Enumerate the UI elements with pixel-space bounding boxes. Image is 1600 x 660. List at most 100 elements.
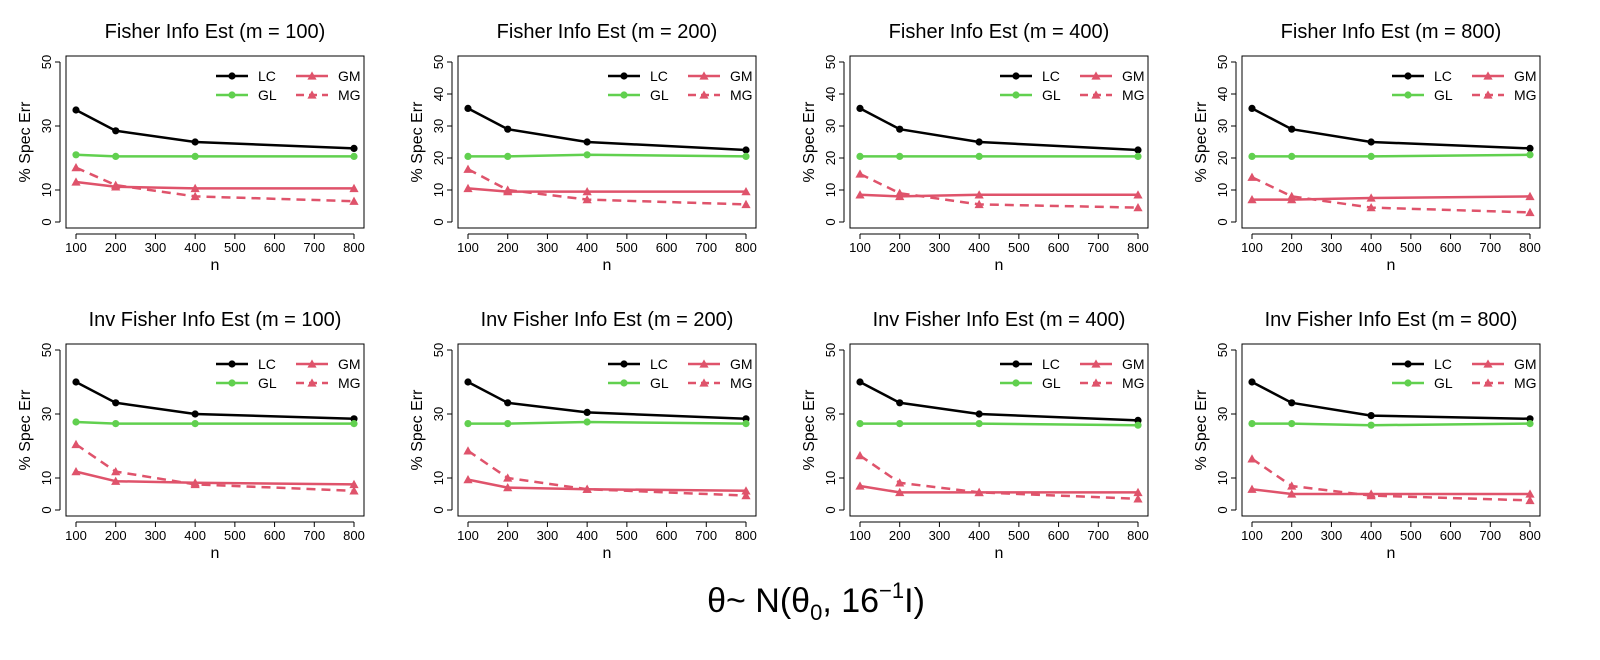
x-tick-label: 600: [264, 240, 286, 255]
data-point-lc: [856, 104, 864, 112]
data-point-lc: [896, 125, 904, 133]
series-line-lc: [859, 107, 1139, 152]
x-axis-label: n: [211, 545, 220, 562]
x-tick-label: 800: [735, 528, 757, 543]
data-point-lc: [1248, 378, 1256, 386]
x-tick-label: 500: [224, 528, 246, 543]
x-tick-label: 500: [224, 240, 246, 255]
legend-marker-gm: [1091, 359, 1101, 368]
y-tick-label: 10: [823, 471, 838, 485]
data-point-gl: [975, 152, 983, 160]
x-tick-label: 300: [145, 240, 167, 255]
chart-title: Fisher Info Est (m = 400): [889, 21, 1110, 43]
y-tick-label: 50: [39, 343, 54, 357]
data-point-gm: [463, 183, 473, 193]
series-line-gm: [859, 193, 1138, 198]
x-tick-label: 400: [184, 240, 206, 255]
y-tick-label: 50: [1215, 55, 1230, 69]
legend-marker-gl: [228, 91, 236, 99]
data-point-lc: [1367, 412, 1375, 420]
x-tick-label: 600: [1048, 240, 1070, 255]
y-axis-label: % Spec Err: [409, 101, 426, 183]
x-tick-label: 400: [1360, 240, 1382, 255]
x-axis-label: n: [1387, 545, 1396, 562]
plot-frame: [849, 343, 1149, 517]
series-line-mg: [859, 172, 1139, 209]
data-point-gl: [1134, 152, 1142, 160]
data-point-lc: [1526, 144, 1534, 152]
y-tick-label: 30: [39, 119, 54, 133]
x-tick-label: 700: [1479, 240, 1501, 255]
data-point-mg: [190, 479, 200, 489]
chart-panel: Inv Fisher Info Est (m = 400)100 200 300 40…: [801, 309, 1149, 562]
data-point-gm: [1366, 193, 1376, 202]
y-tick-label: 30: [1215, 407, 1230, 421]
legend-marker-mg: [699, 90, 709, 99]
legend: LC GL GM MG: [1000, 356, 1145, 391]
data-point-lc: [583, 408, 591, 416]
plot-frame: [457, 343, 757, 517]
data-point-lc: [1367, 138, 1375, 146]
data-point-mg: [463, 164, 473, 173]
series-line-gm: [859, 484, 1138, 494]
legend-marker-gl: [620, 91, 628, 99]
x-tick-label: 800: [735, 240, 757, 255]
data-point-gm: [895, 487, 905, 497]
y-tick-label: 50: [431, 343, 446, 357]
data-point-lc: [896, 399, 904, 407]
legend-label-gm: GM: [1122, 68, 1145, 84]
legend-label-mg: MG: [1122, 87, 1145, 103]
y-tick-label: 30: [431, 119, 446, 133]
legend-label-mg: MG: [1514, 375, 1537, 391]
plot-frame: [849, 55, 1149, 229]
data-point-mg: [582, 195, 592, 204]
data-point-lc: [975, 138, 983, 146]
legend-marker-mg: [699, 378, 709, 387]
x-tick-label: 400: [968, 528, 990, 543]
x-tick-label: 600: [1440, 240, 1462, 255]
x-tick-label: 700: [1479, 528, 1501, 543]
y-tick-label: 30: [823, 407, 838, 421]
legend-label-gm: GM: [1514, 68, 1537, 84]
data-point-lc: [1248, 104, 1256, 112]
data-point-gm: [1247, 195, 1257, 204]
y-tick-label: 50: [1215, 343, 1230, 357]
data-point-mg: [1247, 172, 1257, 181]
x-tick-label: 800: [1519, 240, 1541, 255]
legend-label-lc: LC: [650, 356, 668, 372]
figure-caption: θ~ N(θ0, 16−1I): [707, 578, 925, 625]
data-point-gl: [1367, 152, 1375, 160]
data-point-gm: [1287, 489, 1297, 498]
legend: LC GL GM MG: [608, 68, 753, 103]
caption-superscript: −1: [879, 578, 904, 603]
data-point-gm: [855, 481, 865, 490]
x-tick-label: 200: [889, 240, 911, 255]
data-point-gl: [464, 420, 472, 428]
x-axis-label: n: [995, 257, 1004, 274]
series-line-lc: [1251, 107, 1531, 150]
data-point-lc: [856, 378, 864, 386]
x-tick-label: 100: [1241, 528, 1263, 543]
data-point-gm: [1133, 190, 1143, 199]
legend-label-lc: LC: [1434, 68, 1452, 84]
plot-frame: [1241, 55, 1541, 229]
legend-marker-gl: [1404, 379, 1412, 387]
x-tick-label: 700: [303, 528, 325, 543]
legend-label-mg: MG: [730, 87, 753, 103]
data-point-gl: [1248, 152, 1256, 160]
series-line-gl: [1252, 153, 1531, 158]
legend-label-gl: GL: [1042, 375, 1061, 391]
chart-title: Fisher Info Est (m = 200): [497, 21, 718, 43]
chart-title: Inv Fisher Info Est (m = 400): [873, 309, 1126, 331]
legend-label-gl: GL: [1042, 87, 1061, 103]
x-axis-label: n: [1387, 257, 1396, 274]
x-tick-label: 200: [497, 240, 519, 255]
chart-title: Fisher Info Est (m = 800): [1281, 21, 1502, 43]
legend-label-lc: LC: [1434, 356, 1452, 372]
data-point-mg: [1287, 481, 1297, 490]
data-point-gl: [583, 418, 591, 426]
legend-marker-gm: [1483, 71, 1493, 80]
legend: LC GL GM MG: [216, 68, 361, 103]
data-point-lc: [191, 410, 199, 418]
series-line-gl: [860, 422, 1139, 427]
